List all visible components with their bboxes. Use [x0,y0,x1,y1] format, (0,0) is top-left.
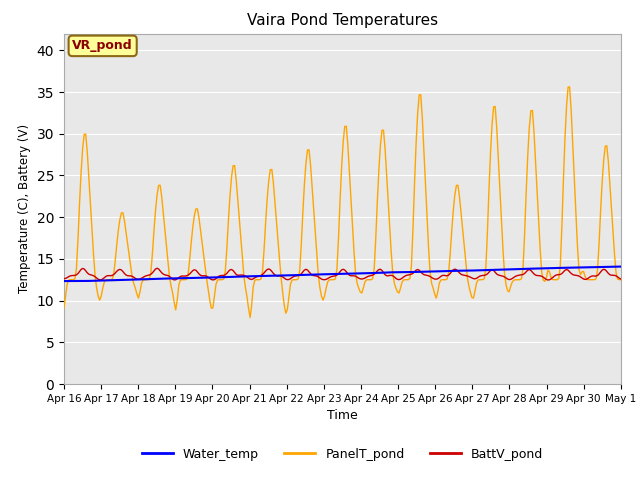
Legend: Water_temp, PanelT_pond, BattV_pond: Water_temp, PanelT_pond, BattV_pond [137,443,548,466]
X-axis label: Time: Time [327,409,358,422]
Y-axis label: Temperature (C), Battery (V): Temperature (C), Battery (V) [18,124,31,293]
Title: Vaira Pond Temperatures: Vaira Pond Temperatures [247,13,438,28]
Text: VR_pond: VR_pond [72,39,133,52]
